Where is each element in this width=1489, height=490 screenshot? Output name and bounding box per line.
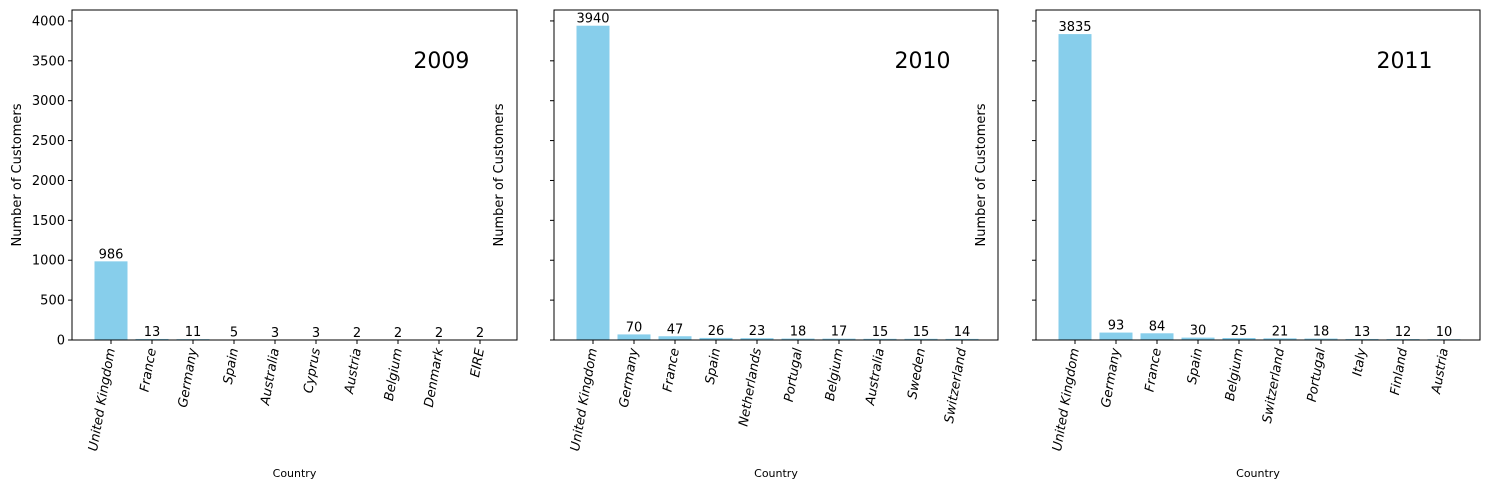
y-tick-label: 2000 bbox=[32, 174, 65, 189]
bar-value-label: 11 bbox=[185, 325, 202, 340]
x-axis-label: Country bbox=[273, 467, 317, 480]
x-tick-label: Spain bbox=[1185, 347, 1206, 385]
y-tick-label: 4000 bbox=[32, 14, 65, 29]
bar bbox=[699, 337, 733, 340]
bar-value-label: 21 bbox=[1272, 324, 1289, 339]
y-tick-label: 500 bbox=[40, 294, 65, 309]
bar-value-label: 15 bbox=[872, 325, 889, 340]
bar-value-label: 23 bbox=[749, 324, 766, 339]
bar bbox=[617, 334, 651, 340]
bar bbox=[1181, 337, 1215, 340]
bar bbox=[945, 338, 979, 340]
bar bbox=[94, 261, 128, 340]
y-axis-label: Number of Customers bbox=[492, 103, 507, 246]
bar bbox=[1222, 338, 1256, 340]
bar-value-label: 26 bbox=[708, 324, 725, 339]
bar-value-label: 2 bbox=[435, 326, 443, 341]
bar bbox=[740, 338, 774, 340]
x-tick-label: Italy bbox=[1350, 347, 1370, 378]
bar-value-label: 17 bbox=[831, 325, 848, 340]
bar bbox=[1099, 332, 1133, 340]
x-tick-label: Spain bbox=[703, 347, 724, 385]
y-axis-label: Number of Customers bbox=[10, 103, 25, 246]
bar bbox=[904, 338, 938, 340]
bar bbox=[863, 338, 897, 340]
bar-value-label: 84 bbox=[1149, 319, 1166, 334]
x-tick-label: Spain bbox=[221, 347, 242, 385]
y-tick-label: 1500 bbox=[32, 214, 65, 229]
year-annotation: 2010 bbox=[895, 49, 951, 74]
bar-value-label: 93 bbox=[1108, 319, 1125, 334]
bar bbox=[576, 25, 610, 340]
bar bbox=[781, 338, 815, 340]
bar-value-label: 3835 bbox=[1058, 20, 1091, 35]
y-tick-label: 1000 bbox=[32, 254, 65, 269]
bar-value-label: 13 bbox=[1354, 325, 1371, 340]
bar bbox=[135, 338, 169, 340]
bar-value-label: 2 bbox=[476, 326, 484, 341]
bar bbox=[1263, 338, 1297, 340]
bar-value-label: 12 bbox=[1395, 325, 1412, 340]
bar bbox=[822, 338, 856, 340]
bar-value-label: 47 bbox=[667, 322, 684, 337]
y-tick-label: 0 bbox=[57, 334, 65, 349]
bar-value-label: 25 bbox=[1231, 324, 1248, 339]
axes-frame bbox=[71, 9, 518, 341]
x-tick-label: EIRE bbox=[468, 346, 488, 378]
bar bbox=[1345, 338, 1379, 340]
bar-value-label: 10 bbox=[1436, 325, 1453, 340]
bar-value-label: 18 bbox=[790, 325, 807, 340]
x-axis-label: Country bbox=[754, 467, 798, 480]
axes-frame bbox=[1035, 9, 1481, 341]
year-annotation: 2009 bbox=[413, 49, 469, 74]
x-axis-label: Country bbox=[1236, 467, 1280, 480]
bar-value-label: 70 bbox=[626, 320, 643, 335]
bar-value-label: 3 bbox=[271, 326, 279, 341]
bar bbox=[1058, 34, 1092, 341]
y-tick-label: 3000 bbox=[32, 94, 65, 109]
y-tick-label: 2500 bbox=[32, 134, 65, 149]
bar-value-label: 5 bbox=[230, 326, 238, 341]
axes-frame bbox=[553, 9, 999, 341]
y-tick-label: 3500 bbox=[32, 54, 65, 69]
bar-value-label: 3940 bbox=[576, 12, 609, 27]
bar-value-label: 18 bbox=[1313, 325, 1330, 340]
year-annotation: 2011 bbox=[1377, 49, 1433, 74]
bar-value-label: 30 bbox=[1190, 324, 1207, 339]
bar-value-label: 15 bbox=[913, 325, 930, 340]
bar-value-label: 3 bbox=[312, 326, 320, 341]
bar-value-label: 986 bbox=[99, 247, 124, 262]
bar bbox=[658, 336, 692, 340]
bar-value-label: 2 bbox=[394, 326, 402, 341]
bar-value-label: 14 bbox=[954, 325, 971, 340]
bar-value-label: 13 bbox=[144, 325, 161, 340]
bar bbox=[1304, 338, 1338, 340]
bar-value-label: 2 bbox=[353, 326, 361, 341]
y-axis-label: Number of Customers bbox=[974, 103, 989, 246]
bar bbox=[1140, 333, 1174, 340]
